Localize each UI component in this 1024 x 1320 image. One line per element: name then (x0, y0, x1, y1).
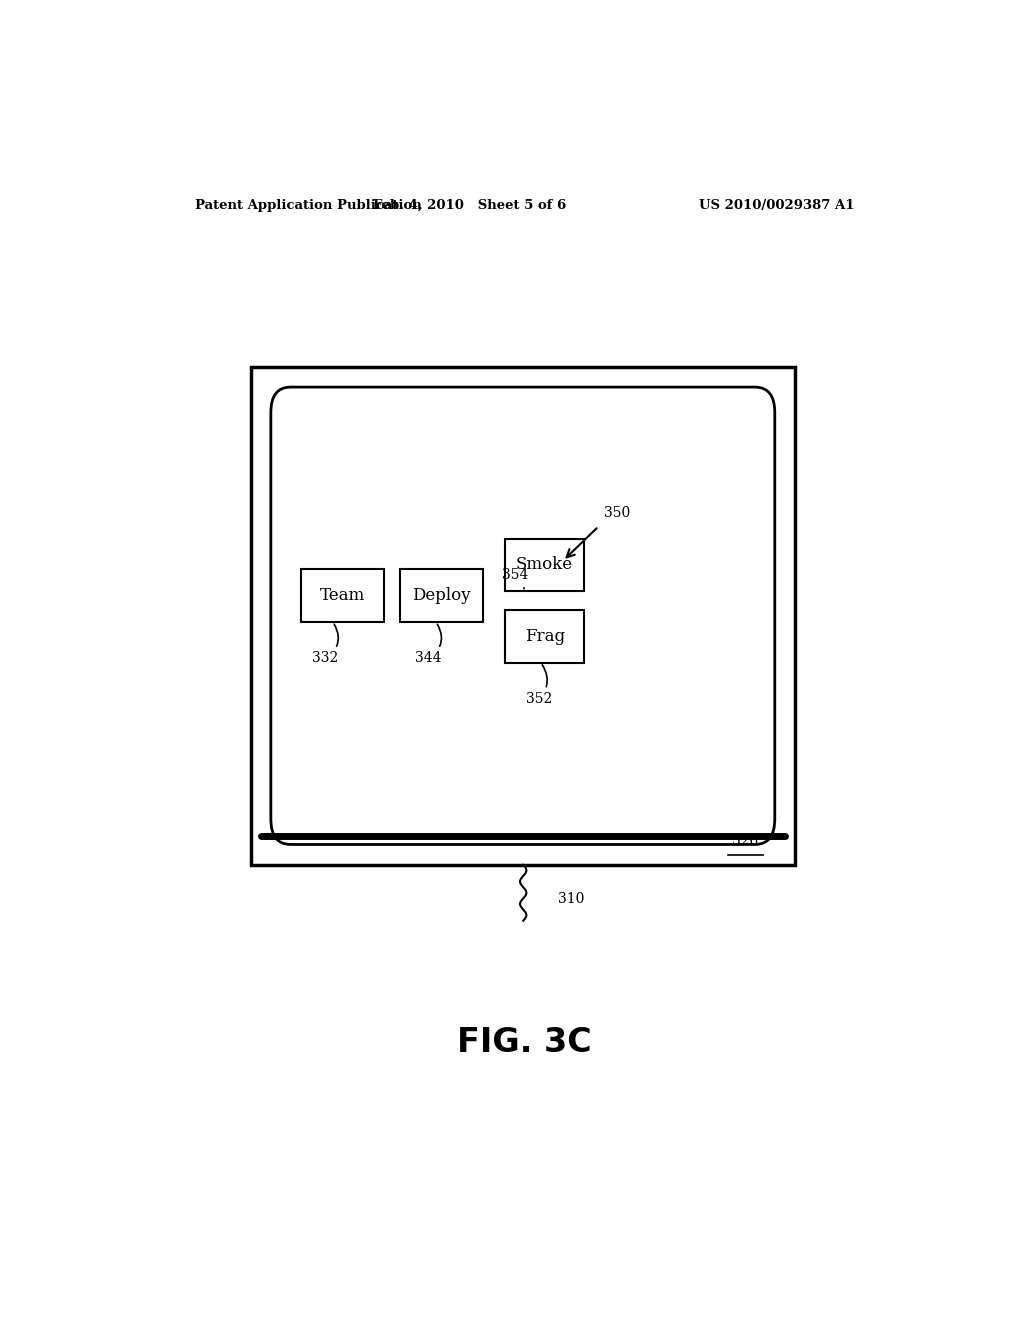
Text: 326: 326 (732, 834, 759, 849)
Text: Patent Application Publication: Patent Application Publication (196, 199, 422, 213)
Text: 344: 344 (415, 624, 441, 665)
Text: Feb. 4, 2010   Sheet 5 of 6: Feb. 4, 2010 Sheet 5 of 6 (373, 199, 566, 213)
Text: Team: Team (319, 587, 365, 605)
Text: 352: 352 (526, 665, 552, 706)
Text: US 2010/0029387 A1: US 2010/0029387 A1 (698, 199, 854, 213)
FancyBboxPatch shape (505, 610, 585, 663)
FancyBboxPatch shape (270, 387, 775, 845)
FancyBboxPatch shape (301, 569, 384, 622)
Text: 350: 350 (604, 507, 631, 520)
Text: Frag: Frag (524, 627, 564, 644)
Text: Smoke: Smoke (516, 557, 573, 573)
FancyBboxPatch shape (399, 569, 483, 622)
Text: 354: 354 (502, 568, 528, 589)
Text: FIG. 3C: FIG. 3C (458, 1026, 592, 1059)
Text: 332: 332 (311, 624, 338, 665)
FancyBboxPatch shape (251, 367, 795, 865)
FancyBboxPatch shape (505, 539, 585, 591)
Text: Deploy: Deploy (412, 587, 471, 605)
Text: 310: 310 (558, 892, 584, 907)
